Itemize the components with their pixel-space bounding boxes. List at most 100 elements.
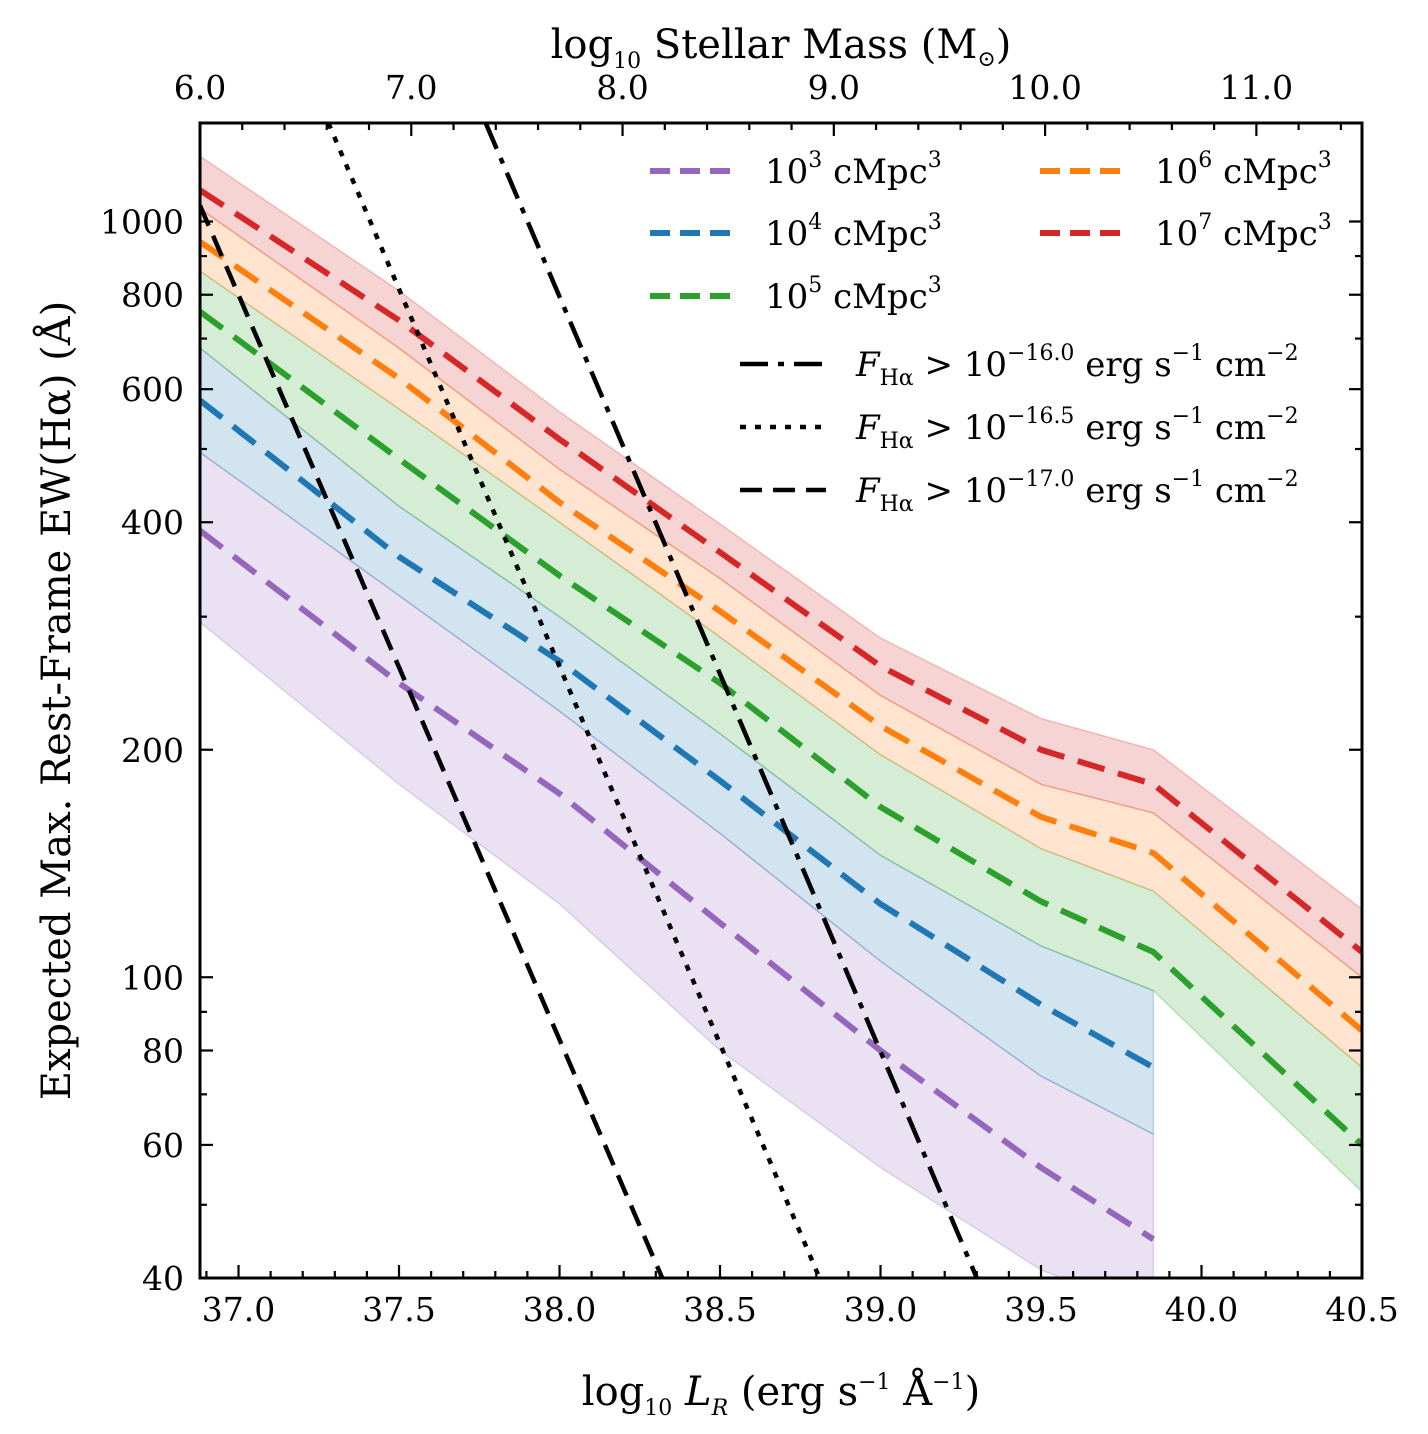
top-tick-label: 9.0 <box>808 68 860 107</box>
line-series-1 <box>200 528 1156 1242</box>
top-tick-label: 10.0 <box>1008 68 1081 107</box>
text-part: cMpc <box>822 152 927 192</box>
legend-label-series-1: 103 cMpc3 <box>765 148 942 192</box>
legend-label-series-5: 107 cMpc3 <box>1155 210 1332 254</box>
flux-limit-line-1 <box>483 123 979 1278</box>
x-axis-title: log10 LR (erg s−1 Å−1) <box>582 1368 980 1421</box>
text-part: cMpc <box>822 277 927 317</box>
text-part: −17.0 <box>1007 467 1074 492</box>
text-part: Hα <box>880 492 914 517</box>
text-part: −1 <box>1172 341 1204 366</box>
text-part: 10 <box>613 49 641 74</box>
legend-label-series-4: 106 cMpc3 <box>1155 148 1332 192</box>
text-part: cm <box>1204 471 1266 511</box>
text-part: cMpc <box>822 214 927 254</box>
text-part: −1 <box>1172 404 1204 429</box>
text-part: 10 <box>1155 152 1198 192</box>
legend-label-flux-1: FHα > 10−16.0 erg s−1 cm−2 <box>855 341 1299 391</box>
series-lines <box>200 187 1362 1242</box>
text-part: −1 <box>858 1370 890 1395</box>
text-part: 10 <box>765 277 808 317</box>
text-part: cm <box>1204 345 1266 385</box>
text-part: 3 <box>1318 148 1332 173</box>
text-part: ) <box>996 22 1012 68</box>
text-part: L <box>684 1369 712 1415</box>
text-part: −1 <box>1172 467 1204 492</box>
text-part: 3 <box>928 148 942 173</box>
text-part: ) <box>965 1369 981 1415</box>
band-series-5 <box>200 155 1362 979</box>
text-part: erg s <box>1074 471 1171 511</box>
text-part: R <box>711 1396 729 1421</box>
text-part: 10 <box>765 152 808 192</box>
y-tick-label: 60 <box>142 1126 184 1165</box>
text-part: −16.5 <box>1007 404 1074 429</box>
text-part: −2 <box>1266 341 1298 366</box>
y-tick-label: 600 <box>121 370 184 409</box>
top-tick-label: 11.0 <box>1220 68 1293 107</box>
text-part: 3 <box>808 148 822 173</box>
x-tick-label: 39.5 <box>1004 1290 1077 1329</box>
flux-limit-line-3 <box>200 204 665 1278</box>
text-part: 7 <box>1198 210 1212 235</box>
text-part: log <box>582 1369 644 1415</box>
y-axis-title: Expected Max. Rest-Frame EW(Hα) (Å) <box>33 301 80 1100</box>
x-tick-label: 39.0 <box>844 1290 917 1329</box>
legend-label-series-2: 104 cMpc3 <box>765 210 942 254</box>
y-tick-label: 200 <box>121 731 184 770</box>
text-part: −2 <box>1266 467 1298 492</box>
text-part <box>672 1369 685 1415</box>
line-series-4 <box>200 239 1362 1033</box>
legend-label-flux-2: FHα > 10−16.5 erg s−1 cm−2 <box>855 404 1299 454</box>
line-series-3 <box>200 309 1362 1148</box>
band-series-2 <box>200 347 1155 1136</box>
text-part: −2 <box>1266 404 1298 429</box>
x-tick-label: 37.5 <box>362 1290 435 1329</box>
text-part: F <box>855 471 881 511</box>
text-part: 3 <box>928 210 942 235</box>
text-part: > 10 <box>914 345 1007 385</box>
text-part: 5 <box>808 273 822 298</box>
top-tick-label: 7.0 <box>385 68 437 107</box>
axes: 37.0 37.5 38.0 38.5 39.0 39.5 40.0 40.56.0 7.0 8.… <box>100 68 1399 1329</box>
text-part: cMpc <box>1212 214 1317 254</box>
text-part: cm <box>1204 408 1266 448</box>
text-part: log <box>551 22 613 68</box>
text-part: Hα <box>880 429 914 454</box>
text-part: Å <box>891 1368 934 1415</box>
axis-titles: log10 LR (erg s−1 Å−1)log10 Stellar Mass… <box>33 22 1011 1421</box>
text-part: erg s <box>1074 345 1171 385</box>
text-part: Stellar Mass (M <box>641 22 977 68</box>
text-part: erg s <box>1074 408 1171 448</box>
legend-label-series-3: 105 cMpc3 <box>765 273 942 317</box>
line-series-2 <box>200 397 1155 1070</box>
band-series-4 <box>200 207 1362 1069</box>
y-tick-label: 1000 <box>100 203 184 242</box>
text-part: 3 <box>928 273 942 298</box>
y-tick-label: 800 <box>121 276 184 315</box>
text-part: 10 <box>765 214 808 254</box>
top-tick-label: 6.0 <box>174 68 226 107</box>
y-tick-label: 400 <box>121 503 184 542</box>
top-tick-label: 8.0 <box>596 68 648 107</box>
confidence-bands <box>200 155 1362 1278</box>
text-part: −1 <box>932 1370 964 1395</box>
x-tick-label: 40.5 <box>1325 1290 1398 1329</box>
text-part: > 10 <box>914 471 1007 511</box>
text-part: 10 <box>1155 214 1198 254</box>
x-tick-label: 38.5 <box>683 1290 756 1329</box>
y-tick-label: 40 <box>142 1259 184 1298</box>
x-tick-label: 40.0 <box>1165 1290 1238 1329</box>
text-part: Hα <box>880 366 914 391</box>
text-part: F <box>855 345 881 385</box>
y-tick-label: 80 <box>142 1031 184 1070</box>
text-part: 3 <box>1318 210 1332 235</box>
x-tick-label: 37.0 <box>202 1290 275 1329</box>
legend-label-flux-3: FHα > 10−17.0 erg s−1 cm−2 <box>855 467 1299 517</box>
y-tick-label: 100 <box>121 958 184 997</box>
text-part: 10 <box>644 1396 672 1421</box>
text-part: > 10 <box>914 408 1007 448</box>
text-part: F <box>855 408 881 448</box>
text-part: (erg s <box>728 1369 858 1415</box>
